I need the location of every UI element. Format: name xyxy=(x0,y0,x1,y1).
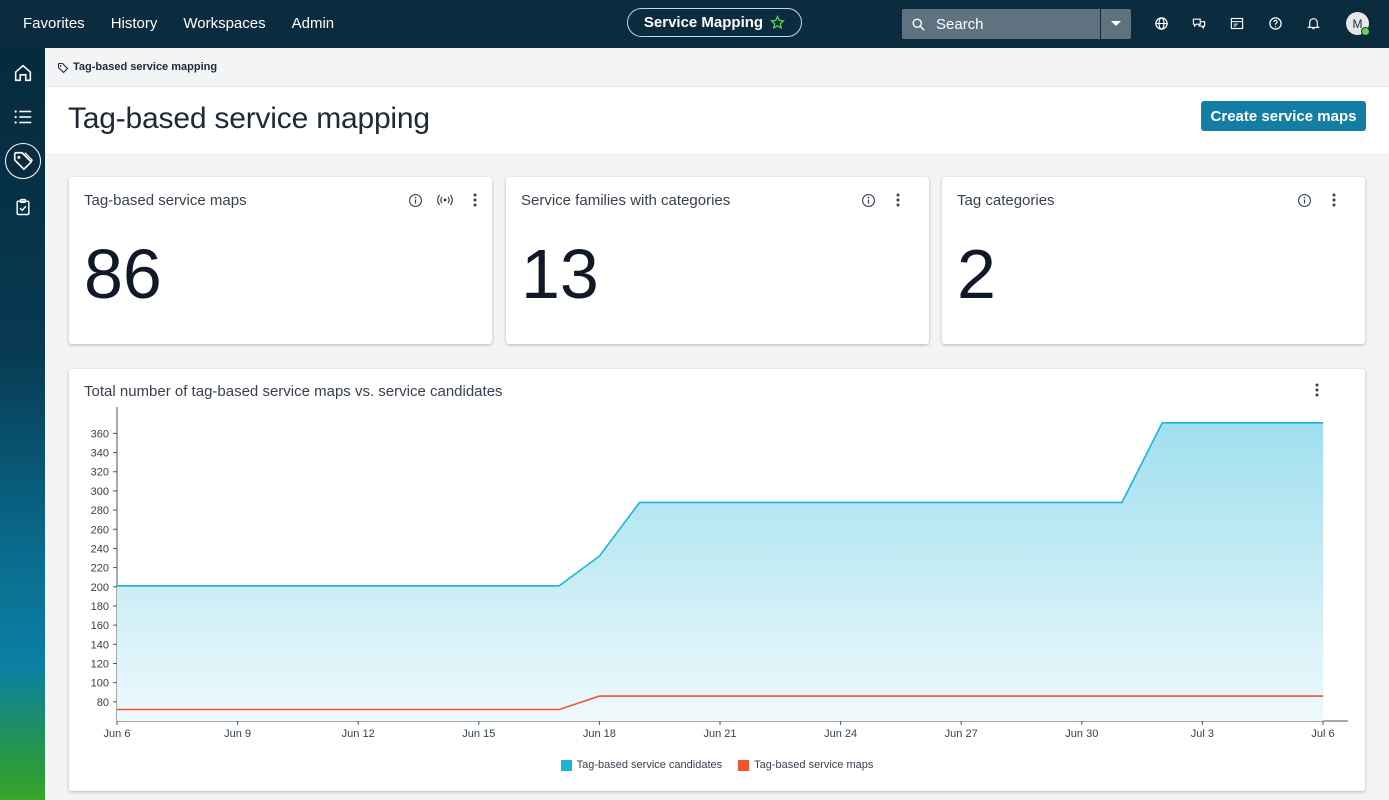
globe-icon[interactable] xyxy=(1150,12,1172,34)
clipboard-check-icon[interactable] xyxy=(6,190,39,223)
y-tick-label: 320 xyxy=(91,467,109,479)
y-tick-label: 180 xyxy=(91,601,109,613)
inbox-icon[interactable] xyxy=(1226,12,1248,34)
chart-title: Total number of tag-based service maps v… xyxy=(84,383,503,400)
avatar[interactable]: M xyxy=(1346,12,1370,36)
search-icon xyxy=(911,17,926,32)
info-icon[interactable] xyxy=(1296,192,1312,208)
card-actions xyxy=(1282,192,1342,208)
nav-menu: Favorites History Workspaces Admin xyxy=(10,0,347,48)
x-tick-label: Jun 12 xyxy=(342,728,375,740)
legend-swatch xyxy=(560,759,572,771)
card-title: Service families with categories xyxy=(521,192,731,209)
legend-item-candidates[interactable]: Tag-based service candidates xyxy=(560,759,723,771)
bell-icon[interactable] xyxy=(1302,12,1324,34)
y-tick-label: 140 xyxy=(91,639,109,651)
chevron-down-icon xyxy=(1111,21,1121,26)
help-icon[interactable] xyxy=(1264,12,1286,34)
card-title: Tag categories xyxy=(957,192,1055,209)
kpi-card-service-families: Service families with categories 13 xyxy=(506,177,929,344)
page-title: Tag-based service mapping xyxy=(68,102,430,135)
nav-utility-icons xyxy=(1150,12,1340,34)
top-nav: Favorites History Workspaces Admin Servi… xyxy=(0,0,1389,48)
y-tick-label: 240 xyxy=(91,543,109,555)
x-tick-label: Jul 6 xyxy=(1311,728,1334,740)
y-tick-label: 360 xyxy=(91,428,109,440)
area-candidates xyxy=(117,422,1323,721)
card-title: Tag-based service maps xyxy=(84,192,247,209)
chart-card: Total number of tag-based service maps v… xyxy=(69,369,1365,791)
more-icon[interactable] xyxy=(890,192,906,208)
y-tick-label: 120 xyxy=(91,658,109,670)
app-title: Service Mapping xyxy=(643,14,764,31)
y-tick-label: 200 xyxy=(91,582,109,594)
x-tick-label: Jun 9 xyxy=(224,728,251,740)
info-icon[interactable] xyxy=(860,192,876,208)
broadcast-icon[interactable] xyxy=(437,192,453,208)
more-icon[interactable] xyxy=(1326,192,1342,208)
tag-icon xyxy=(57,61,69,74)
x-tick-label: Jun 27 xyxy=(945,728,978,740)
nav-admin[interactable]: Admin xyxy=(291,15,335,32)
kpi-card-service-maps: Tag-based service maps 86 xyxy=(69,177,492,344)
chart-legend: Tag-based service candidates Tag-based s… xyxy=(69,759,1365,771)
nav-history[interactable]: History xyxy=(110,15,158,32)
x-tick-label: Jun 6 xyxy=(104,728,131,740)
x-tick-label: Jun 21 xyxy=(703,728,736,740)
card-value: 13 xyxy=(521,235,599,313)
card-value: 2 xyxy=(957,235,996,313)
y-tick-label: 260 xyxy=(91,524,109,536)
y-tick-label: 100 xyxy=(91,678,109,690)
x-tick-label: Jun 15 xyxy=(462,728,495,740)
kpi-card-tag-categories: Tag categories 2 xyxy=(942,177,1365,344)
card-value: 86 xyxy=(84,235,162,313)
tag-icon[interactable] xyxy=(5,143,41,179)
x-tick-label: Jun 18 xyxy=(583,728,616,740)
legend-label: Tag-based service maps xyxy=(754,759,874,771)
side-rail xyxy=(0,48,45,800)
card-actions xyxy=(846,192,906,208)
area-chart: 80 100 120 140 160 180 200 220 240 260 280 300 320 34… xyxy=(91,407,1348,740)
legend-label: Tag-based service candidates xyxy=(576,759,723,771)
info-icon[interactable] xyxy=(407,192,423,208)
page-header: Tag-based service mapping Create service… xyxy=(45,87,1389,153)
breadcrumb-item[interactable]: Tag-based service mapping xyxy=(73,61,218,73)
home-icon[interactable] xyxy=(6,56,39,89)
x-tick-label: Jul 3 xyxy=(1191,728,1214,740)
star-icon[interactable] xyxy=(770,15,785,30)
y-tick-label: 280 xyxy=(91,505,109,517)
card-actions xyxy=(393,192,483,208)
y-tick-label: 220 xyxy=(91,563,109,575)
y-tick-label: 340 xyxy=(91,448,109,460)
nav-favorites[interactable]: Favorites xyxy=(23,15,85,32)
chat-icon[interactable] xyxy=(1188,12,1210,34)
search-box xyxy=(902,9,1131,39)
card-actions xyxy=(1315,383,1345,399)
y-tick-label: 300 xyxy=(91,486,109,498)
x-tick-label: Jun 30 xyxy=(1065,728,1098,740)
list-icon[interactable] xyxy=(6,100,39,133)
series-line-maps xyxy=(117,695,1323,711)
avatar-initial: M xyxy=(1352,16,1363,31)
nav-workspaces[interactable]: Workspaces xyxy=(183,15,266,32)
presence-dot xyxy=(1361,27,1370,36)
more-icon[interactable] xyxy=(1315,383,1345,399)
breadcrumb: Tag-based service mapping xyxy=(45,48,1389,87)
x-tick-label: Jun 24 xyxy=(824,728,857,740)
search-scope-dropdown[interactable] xyxy=(1100,9,1131,39)
search-input[interactable] xyxy=(934,14,1088,34)
legend-swatch xyxy=(738,759,750,771)
create-service-maps-button[interactable]: Create service maps xyxy=(1201,101,1366,131)
app-title-pill[interactable]: Service Mapping xyxy=(627,8,802,37)
legend-item-maps[interactable]: Tag-based service maps xyxy=(738,759,873,771)
y-tick-label: 160 xyxy=(91,620,109,632)
y-tick-label: 80 xyxy=(97,697,109,709)
more-icon[interactable] xyxy=(467,192,483,208)
